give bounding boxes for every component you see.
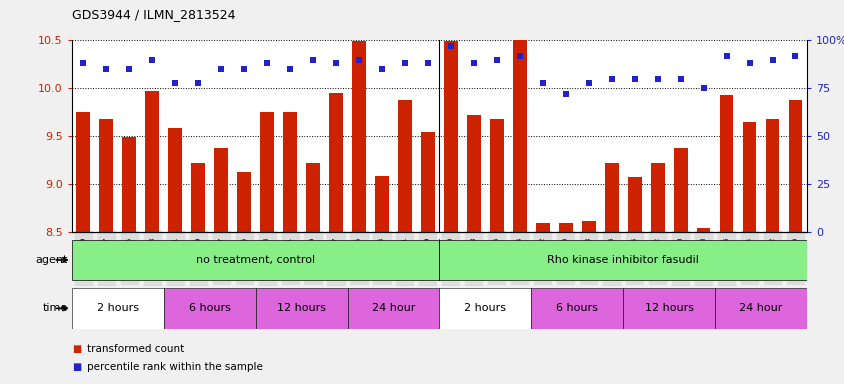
Bar bbox=[765, 119, 778, 232]
Point bbox=[696, 85, 710, 91]
Point bbox=[192, 79, 205, 86]
Bar bbox=[260, 112, 273, 232]
Text: 24 hour: 24 hour bbox=[738, 303, 782, 313]
Point bbox=[467, 60, 480, 66]
Bar bbox=[623, 288, 714, 329]
Point bbox=[420, 60, 434, 66]
Bar bbox=[122, 137, 136, 232]
Point bbox=[145, 56, 159, 63]
Point bbox=[100, 66, 113, 72]
Point bbox=[719, 53, 733, 59]
Point bbox=[306, 56, 319, 63]
Point bbox=[122, 66, 136, 72]
Bar bbox=[512, 13, 526, 232]
Point bbox=[77, 60, 90, 66]
Point bbox=[352, 56, 365, 63]
Text: 24 hour: 24 hour bbox=[371, 303, 414, 313]
Point bbox=[375, 66, 388, 72]
Bar bbox=[347, 288, 439, 329]
Point bbox=[260, 60, 273, 66]
Bar bbox=[100, 119, 113, 232]
Text: ■: ■ bbox=[72, 344, 81, 354]
Text: no treatment, control: no treatment, control bbox=[196, 255, 315, 265]
Text: 12 hours: 12 hours bbox=[277, 303, 326, 313]
Bar bbox=[719, 95, 733, 232]
Bar bbox=[164, 288, 255, 329]
Point bbox=[214, 66, 228, 72]
Bar bbox=[145, 91, 159, 232]
Point bbox=[742, 60, 755, 66]
Bar bbox=[398, 100, 411, 232]
Point bbox=[787, 53, 801, 59]
Point bbox=[650, 76, 663, 82]
Text: percentile rank within the sample: percentile rank within the sample bbox=[87, 362, 262, 372]
Bar bbox=[72, 288, 164, 329]
Bar bbox=[255, 288, 347, 329]
Bar bbox=[72, 240, 439, 280]
Bar bbox=[375, 175, 388, 232]
Bar bbox=[673, 148, 687, 232]
Bar bbox=[443, 41, 457, 232]
Bar bbox=[742, 122, 755, 232]
Text: 6 hours: 6 hours bbox=[188, 303, 230, 313]
Text: GDS3944 / ILMN_2813524: GDS3944 / ILMN_2813524 bbox=[72, 8, 235, 21]
Text: 2 hours: 2 hours bbox=[464, 303, 506, 313]
Bar bbox=[329, 93, 343, 232]
Bar bbox=[352, 41, 365, 232]
Bar bbox=[214, 148, 228, 232]
Text: Rho kinase inhibitor fasudil: Rho kinase inhibitor fasudil bbox=[547, 255, 698, 265]
Text: ■: ■ bbox=[72, 362, 81, 372]
Bar bbox=[604, 163, 618, 232]
Point bbox=[673, 76, 686, 82]
Point bbox=[398, 60, 411, 66]
Point bbox=[329, 60, 343, 66]
Point bbox=[535, 79, 549, 86]
Bar bbox=[695, 227, 710, 232]
Bar bbox=[439, 240, 806, 280]
Bar bbox=[467, 115, 480, 232]
Text: transformed count: transformed count bbox=[87, 344, 184, 354]
Point bbox=[604, 76, 618, 82]
Text: 12 hours: 12 hours bbox=[644, 303, 693, 313]
Bar bbox=[535, 223, 549, 232]
Bar bbox=[582, 221, 595, 232]
Text: time: time bbox=[42, 303, 68, 313]
Bar bbox=[714, 288, 806, 329]
Bar bbox=[531, 288, 622, 329]
Point bbox=[512, 53, 526, 59]
Bar bbox=[283, 112, 296, 232]
Bar bbox=[558, 223, 572, 232]
Bar bbox=[237, 172, 251, 232]
Point bbox=[582, 79, 595, 86]
Point bbox=[444, 43, 457, 49]
Bar bbox=[650, 163, 663, 232]
Point bbox=[283, 66, 296, 72]
Bar bbox=[306, 163, 320, 232]
Bar bbox=[439, 288, 531, 329]
Bar bbox=[420, 131, 435, 232]
Bar bbox=[168, 127, 181, 232]
Text: 6 hours: 6 hours bbox=[555, 303, 598, 313]
Point bbox=[168, 79, 181, 86]
Bar bbox=[76, 112, 90, 232]
Point bbox=[559, 91, 572, 97]
Bar bbox=[787, 100, 802, 232]
Text: agent: agent bbox=[35, 255, 68, 265]
Bar bbox=[627, 177, 641, 232]
Point bbox=[237, 66, 251, 72]
Bar bbox=[490, 119, 503, 232]
Text: 2 hours: 2 hours bbox=[97, 303, 138, 313]
Point bbox=[765, 56, 778, 63]
Point bbox=[490, 56, 503, 63]
Point bbox=[627, 76, 641, 82]
Bar bbox=[191, 163, 205, 232]
